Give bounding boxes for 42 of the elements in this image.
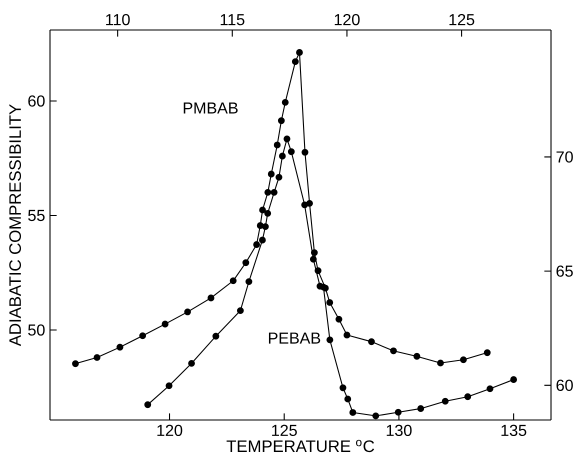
point [284,136,290,142]
x-axis-title: TEMPERATURE $^{o}$C [226,440,374,452]
y-tick-label: 50 [28,324,45,336]
point [288,148,295,156]
x-tick-label: 135 [501,424,526,436]
point [212,332,220,340]
x2-tick-label: 110 [106,14,130,26]
point [166,382,172,390]
point [372,412,380,420]
y-tick-label: 55 [28,210,45,222]
point [394,408,402,416]
point [464,393,472,400]
point [442,398,449,405]
point [264,210,272,217]
point [326,336,334,344]
y-axis-title: ADIABATIC COMPRESSIBILITY [9,104,22,346]
point [278,152,286,160]
x-tick-label: 130 [386,424,412,436]
point [237,307,244,314]
y2-tick-label: 70 [556,151,573,163]
point [144,401,152,408]
y-tick-label: 60 [28,95,45,107]
point [344,396,352,402]
x-tick-label: 125 [272,424,297,436]
y2-tick-label: 65 [556,265,573,277]
x-tick-label: 120 [157,424,182,436]
point [276,174,282,181]
point [270,188,278,196]
point [188,360,195,367]
point [417,405,424,412]
point [245,278,252,286]
point [510,376,518,383]
x2-tick-label: 115 [220,14,244,26]
point [349,409,356,416]
y2-tick-label: 60 [556,380,573,391]
text: PMBAB [184,102,238,114]
x2-tick-label: 125 [449,14,474,26]
series-label: PEBAB [268,332,320,344]
point [259,236,266,244]
x2-tick-label: 120 [334,14,360,26]
point [340,384,346,392]
point [486,385,494,392]
